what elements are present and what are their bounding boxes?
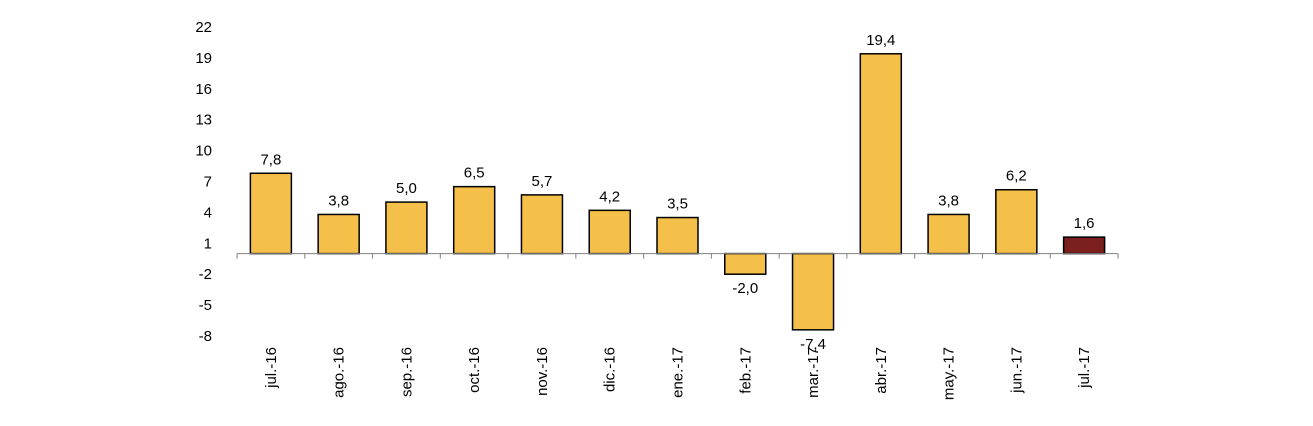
y-tick-label: -5: [199, 297, 212, 314]
data-label: 3,8: [938, 192, 959, 209]
data-label: 3,8: [328, 192, 349, 209]
y-axis-ticks: 22 19 16 13 10 7 4 1 -2 -5 -8: [195, 19, 212, 345]
data-label: 6,5: [464, 165, 485, 182]
y-tick-label: 10: [195, 143, 212, 160]
bar-mar.-17: [791, 252, 835, 331]
category-label: feb.-17: [737, 347, 754, 394]
category-label: may.-17: [941, 347, 958, 400]
category-label: jun.-17: [1008, 347, 1025, 394]
data-label: 5,7: [532, 173, 553, 190]
category-labels: jul.-16 ago.-16 sep.-16 oct.-16 nov.-16 dic.-…: [263, 347, 1093, 400]
data-label: 4,2: [599, 188, 620, 205]
category-label: sep.-16: [398, 347, 415, 397]
data-label: 1,6: [1074, 215, 1095, 232]
y-tick-label: 13: [195, 112, 212, 129]
bar-ago.-16: [317, 213, 360, 255]
bar-abr.-17: [859, 53, 903, 255]
data-label: 6,2: [1006, 168, 1027, 185]
category-label: ago.-16: [331, 347, 348, 398]
bar-jun.-17: [995, 188, 1038, 255]
y-tick-label: 1: [204, 235, 212, 252]
category-label: nov.-16: [534, 347, 551, 396]
data-label: 19,4: [866, 32, 895, 49]
data-label: 7,8: [260, 151, 281, 168]
bar-nov.-16: [520, 194, 564, 255]
bar-sep.-16: [385, 201, 428, 255]
y-tick-label: -8: [199, 328, 212, 345]
y-tick-label: 16: [195, 81, 212, 98]
category-label: mar.-17: [805, 347, 822, 398]
category-label: ene.-17: [670, 347, 687, 398]
data-label: 5,0: [396, 180, 417, 197]
y-tick-label: 7: [204, 174, 212, 191]
category-label: jul.-16: [263, 347, 280, 389]
data-labels: 7,8 3,8 5,0 6,5 5,7 4,2 3,5 -2,0 -7,4 19,4 3,8 6,2 1…: [260, 32, 1094, 353]
y-tick-label: 4: [204, 204, 212, 221]
bar-may.-17: [927, 213, 970, 255]
y-tick-label: -2: [199, 266, 212, 283]
bar-dic.-16: [588, 209, 631, 255]
data-label: -7,4: [800, 336, 826, 353]
data-label: 3,5: [667, 196, 688, 213]
y-tick-label: 19: [195, 50, 212, 67]
bars: [236, 53, 1119, 331]
bar-jul.-16: [249, 172, 293, 255]
bar-ene.-17: [656, 216, 699, 255]
category-label: dic.-16: [602, 347, 619, 392]
bar-oct.-16: [452, 185, 496, 255]
y-tick-label: 22: [195, 19, 212, 36]
category-label: jul.-17: [1076, 347, 1093, 389]
category-label: oct.-16: [466, 347, 483, 393]
bar-feb.-17: [724, 252, 767, 275]
category-label: abr.-17: [873, 347, 890, 394]
data-label: -2,0: [732, 280, 758, 297]
bar-jul.-17: [1062, 236, 1106, 255]
